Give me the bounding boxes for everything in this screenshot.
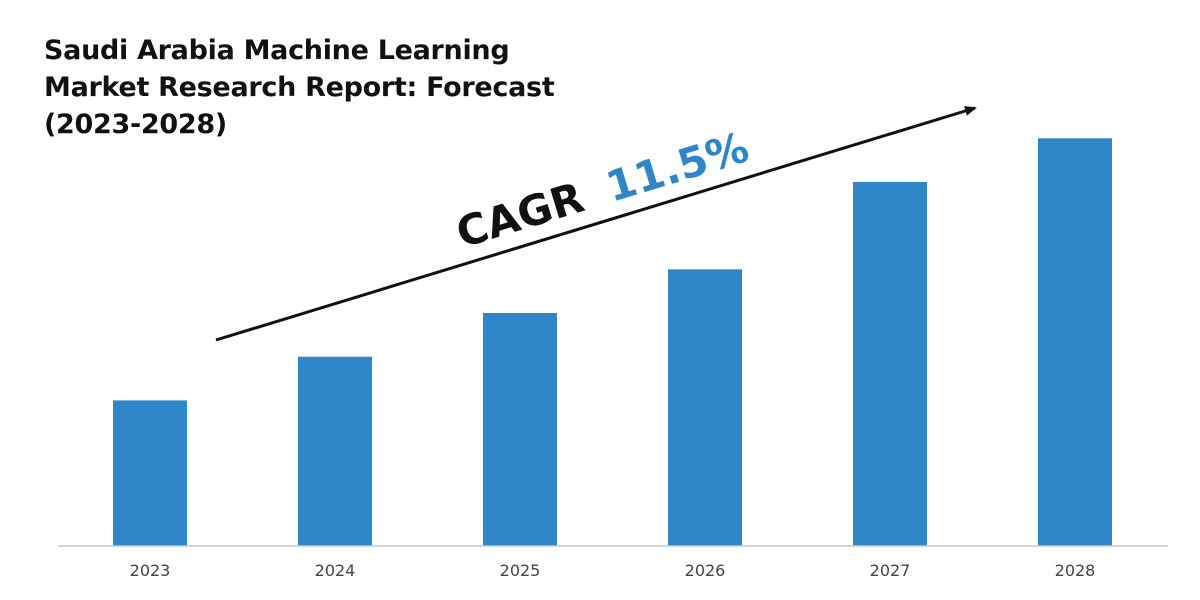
- x-tick-label-2028: 2028: [1055, 561, 1096, 580]
- title-line-1: Saudi Arabia Machine Learning: [44, 35, 510, 66]
- bar-2025: [483, 313, 557, 546]
- bar-2026: [668, 269, 742, 546]
- bar-2023: [113, 400, 187, 546]
- x-tick-label-2027: 2027: [870, 561, 911, 580]
- x-tick-label-2024: 2024: [315, 561, 356, 580]
- bar-2024: [298, 356, 372, 546]
- cagr-label: CAGR: [451, 173, 590, 258]
- growth-trend-arrow: [215, 106, 977, 342]
- bar-2028: [1038, 138, 1112, 546]
- chart-title: Saudi Arabia Machine Learning Market Res…: [44, 32, 604, 143]
- x-tick-label-2025: 2025: [500, 561, 541, 580]
- title-line-2: Market Research Report: Forecast: [44, 72, 555, 103]
- title-line-3: (2023-2028): [44, 109, 227, 140]
- x-tick-labels: 2023 2024 2025 2026 2027 2028: [130, 561, 1096, 580]
- bars-group: [113, 138, 1112, 546]
- x-tick-label-2026: 2026: [685, 561, 726, 580]
- bar-2027: [853, 182, 927, 546]
- x-tick-label-2023: 2023: [130, 561, 171, 580]
